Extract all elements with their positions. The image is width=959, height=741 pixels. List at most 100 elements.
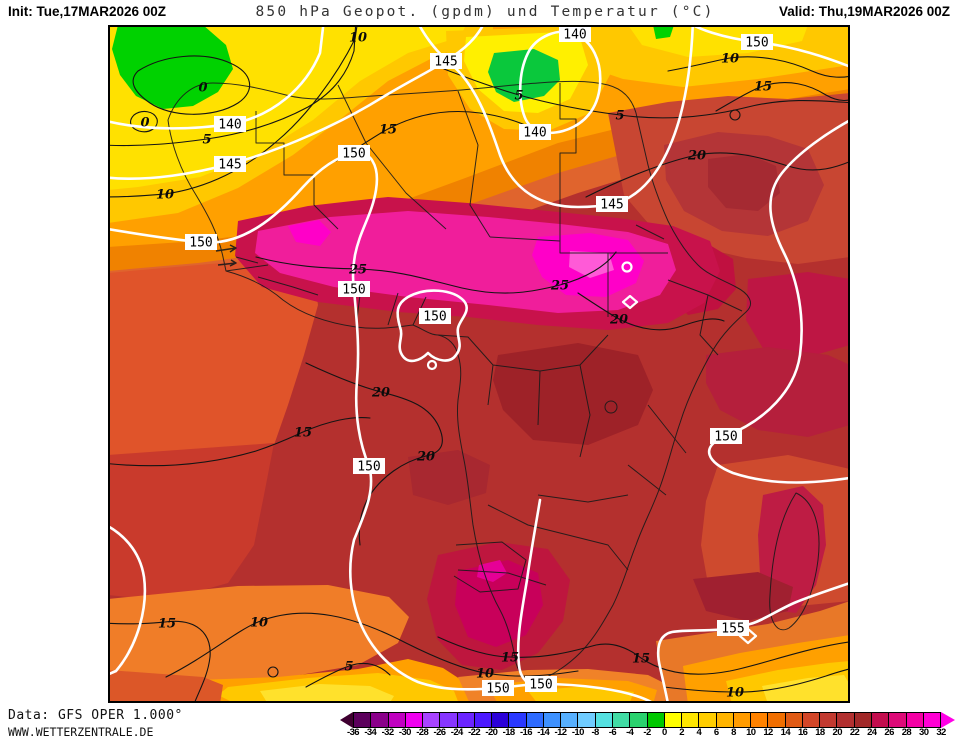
colorbar-tick-label: 32 <box>936 727 946 738</box>
colorbar-segment <box>388 713 406 727</box>
temperature-contour-label: 25 <box>348 263 367 278</box>
temperature-contour-label: 10 <box>476 667 494 682</box>
colorbar-segment <box>492 713 510 727</box>
colorbar-segment <box>854 713 872 727</box>
colorbar-tick-label: 28 <box>901 727 912 738</box>
temperature-contour-label: 25 <box>550 279 569 294</box>
colorbar-segment <box>871 713 890 727</box>
colorbar-tick-label: 2 <box>679 727 684 738</box>
colorbar-segment <box>371 713 389 727</box>
temperature-contour-label: 10 <box>250 616 268 631</box>
svg-text:150: 150 <box>342 283 365 298</box>
colorbar-tick-label: -10 <box>571 727 585 738</box>
svg-text:140: 140 <box>523 126 546 141</box>
geopotential-contour-label: 150 <box>710 428 742 445</box>
colorbar-segments <box>353 712 941 728</box>
geopotential-contour-label: 150 <box>419 308 451 325</box>
colorbar-tick-label: -34 <box>364 727 377 738</box>
colorbar-segment <box>595 713 613 727</box>
colorbar-tick-label: 16 <box>797 727 808 738</box>
svg-text:150: 150 <box>357 460 380 475</box>
colorbar-segment <box>682 713 700 727</box>
colorbar-segment <box>906 713 924 727</box>
colorbar-segment <box>889 713 907 727</box>
colorbar-segment <box>612 713 631 727</box>
svg-text:150: 150 <box>745 36 768 51</box>
map-title: 850 hPa Geopot. (gpdm) und Temperatur (°… <box>255 4 715 20</box>
temperature-contour-label: 10 <box>721 52 739 67</box>
temperature-contour-label: 15 <box>632 652 650 667</box>
colorbar-segment <box>923 713 941 727</box>
senegal-coast-arrow-glyphs <box>215 244 237 267</box>
colorbar-tick-label: -6 <box>608 727 617 738</box>
svg-text:145: 145 <box>218 158 241 173</box>
colorbar-tick-label: 20 <box>832 727 843 738</box>
colorbar-tick-label: 12 <box>763 727 773 738</box>
temperature-fill-layer <box>108 25 850 703</box>
geopotential-contour-label: 140 <box>519 124 551 141</box>
colorbar-tick-label: -18 <box>502 727 516 738</box>
colorbar-tick-label: 24 <box>867 727 877 738</box>
geopotential-contour-label: 145 <box>214 156 246 173</box>
temperature-contour-label: 15 <box>294 426 312 441</box>
svg-text:155: 155 <box>721 622 744 637</box>
colorbar-tick-label: -24 <box>450 727 464 738</box>
colorbar-tick-label: 4 <box>696 727 702 738</box>
svg-text:150: 150 <box>423 310 446 325</box>
temperature-contour-label: 15 <box>379 123 397 138</box>
geopotential-contour-label: 150 <box>338 145 370 162</box>
svg-text:150: 150 <box>342 147 365 162</box>
colorbar-tick-label: -32 <box>381 727 395 738</box>
geopotential-contour-label: 140 <box>214 116 246 133</box>
colorbar-segment <box>509 713 527 727</box>
geopotential-label-layer: 1401451501451401401501501451501501501501… <box>185 26 773 697</box>
temperature-contour-label: 15 <box>754 80 772 95</box>
colorbar-tick-label: -8 <box>591 727 599 738</box>
temperature-contour-label: 15 <box>501 651 519 666</box>
temperature-contour-label: 5 <box>344 660 353 675</box>
temperature-contour-label: 0 <box>140 116 149 131</box>
temperature-contour-label: 10 <box>349 31 367 46</box>
geopotential-contour-label: 145 <box>596 196 628 213</box>
temperature-contour-label: 20 <box>371 386 390 401</box>
colorbar-tick-labels: -36 -34 -32 -30 -28 -26 -24 -22 -20 -18 -16 -14 -12-… <box>347 727 946 740</box>
temperature-contour-label: 15 <box>158 617 176 632</box>
geopotential-contour-label: 140 <box>559 26 591 43</box>
temperature-contour-label: 20 <box>609 313 628 328</box>
colorbar-segment <box>561 713 579 727</box>
temperature-contour-label: 5 <box>202 133 211 148</box>
init-time-label: Init: Tue,17MAR2026 00Z <box>8 4 167 19</box>
colorbar-tick-label: -28 <box>416 727 429 738</box>
geopotential-contour-label: 155 <box>717 620 749 637</box>
colorbar-segment <box>699 713 717 727</box>
colorbar-segment <box>837 713 855 727</box>
colorbar-right-arrow <box>941 712 955 728</box>
geopotential-contour-label: 150 <box>741 34 773 51</box>
data-source-label: Data: GFS OPER 1.000° <box>8 708 183 723</box>
temperature-contour-label: 20 <box>687 149 706 164</box>
svg-text:140: 140 <box>218 118 241 133</box>
colorbar-tick-label: -2 <box>643 727 651 738</box>
svg-text:150: 150 <box>189 236 212 251</box>
colorbar-segment <box>543 713 562 727</box>
colorbar-segment <box>802 713 821 727</box>
colorbar-tick-label: 30 <box>919 727 929 738</box>
svg-text:150: 150 <box>529 678 552 693</box>
colorbar-tick-label: -30 <box>398 727 412 738</box>
small-contour-ring <box>426 359 438 371</box>
colorbar-tick-label: -12 <box>554 727 568 738</box>
colorbar-segment <box>820 713 838 727</box>
temperature-contour-label: 0 <box>198 81 207 96</box>
colorbar-segment <box>354 713 372 727</box>
colorbar-segment <box>474 713 493 727</box>
map-frame <box>108 25 850 703</box>
colorbar-segment <box>768 713 786 727</box>
colorbar-segment <box>423 713 441 727</box>
colorbar-segment <box>526 713 544 727</box>
colorbar-segment <box>440 713 458 727</box>
colorbar-tick-label: 0 <box>661 727 667 738</box>
temperature-contour-label: 20 <box>416 450 435 465</box>
colorbar-tick-label: -16 <box>519 727 533 738</box>
temperature-contour-label: 5 <box>615 109 624 124</box>
geopotential-contour-label: 150 <box>185 234 217 251</box>
